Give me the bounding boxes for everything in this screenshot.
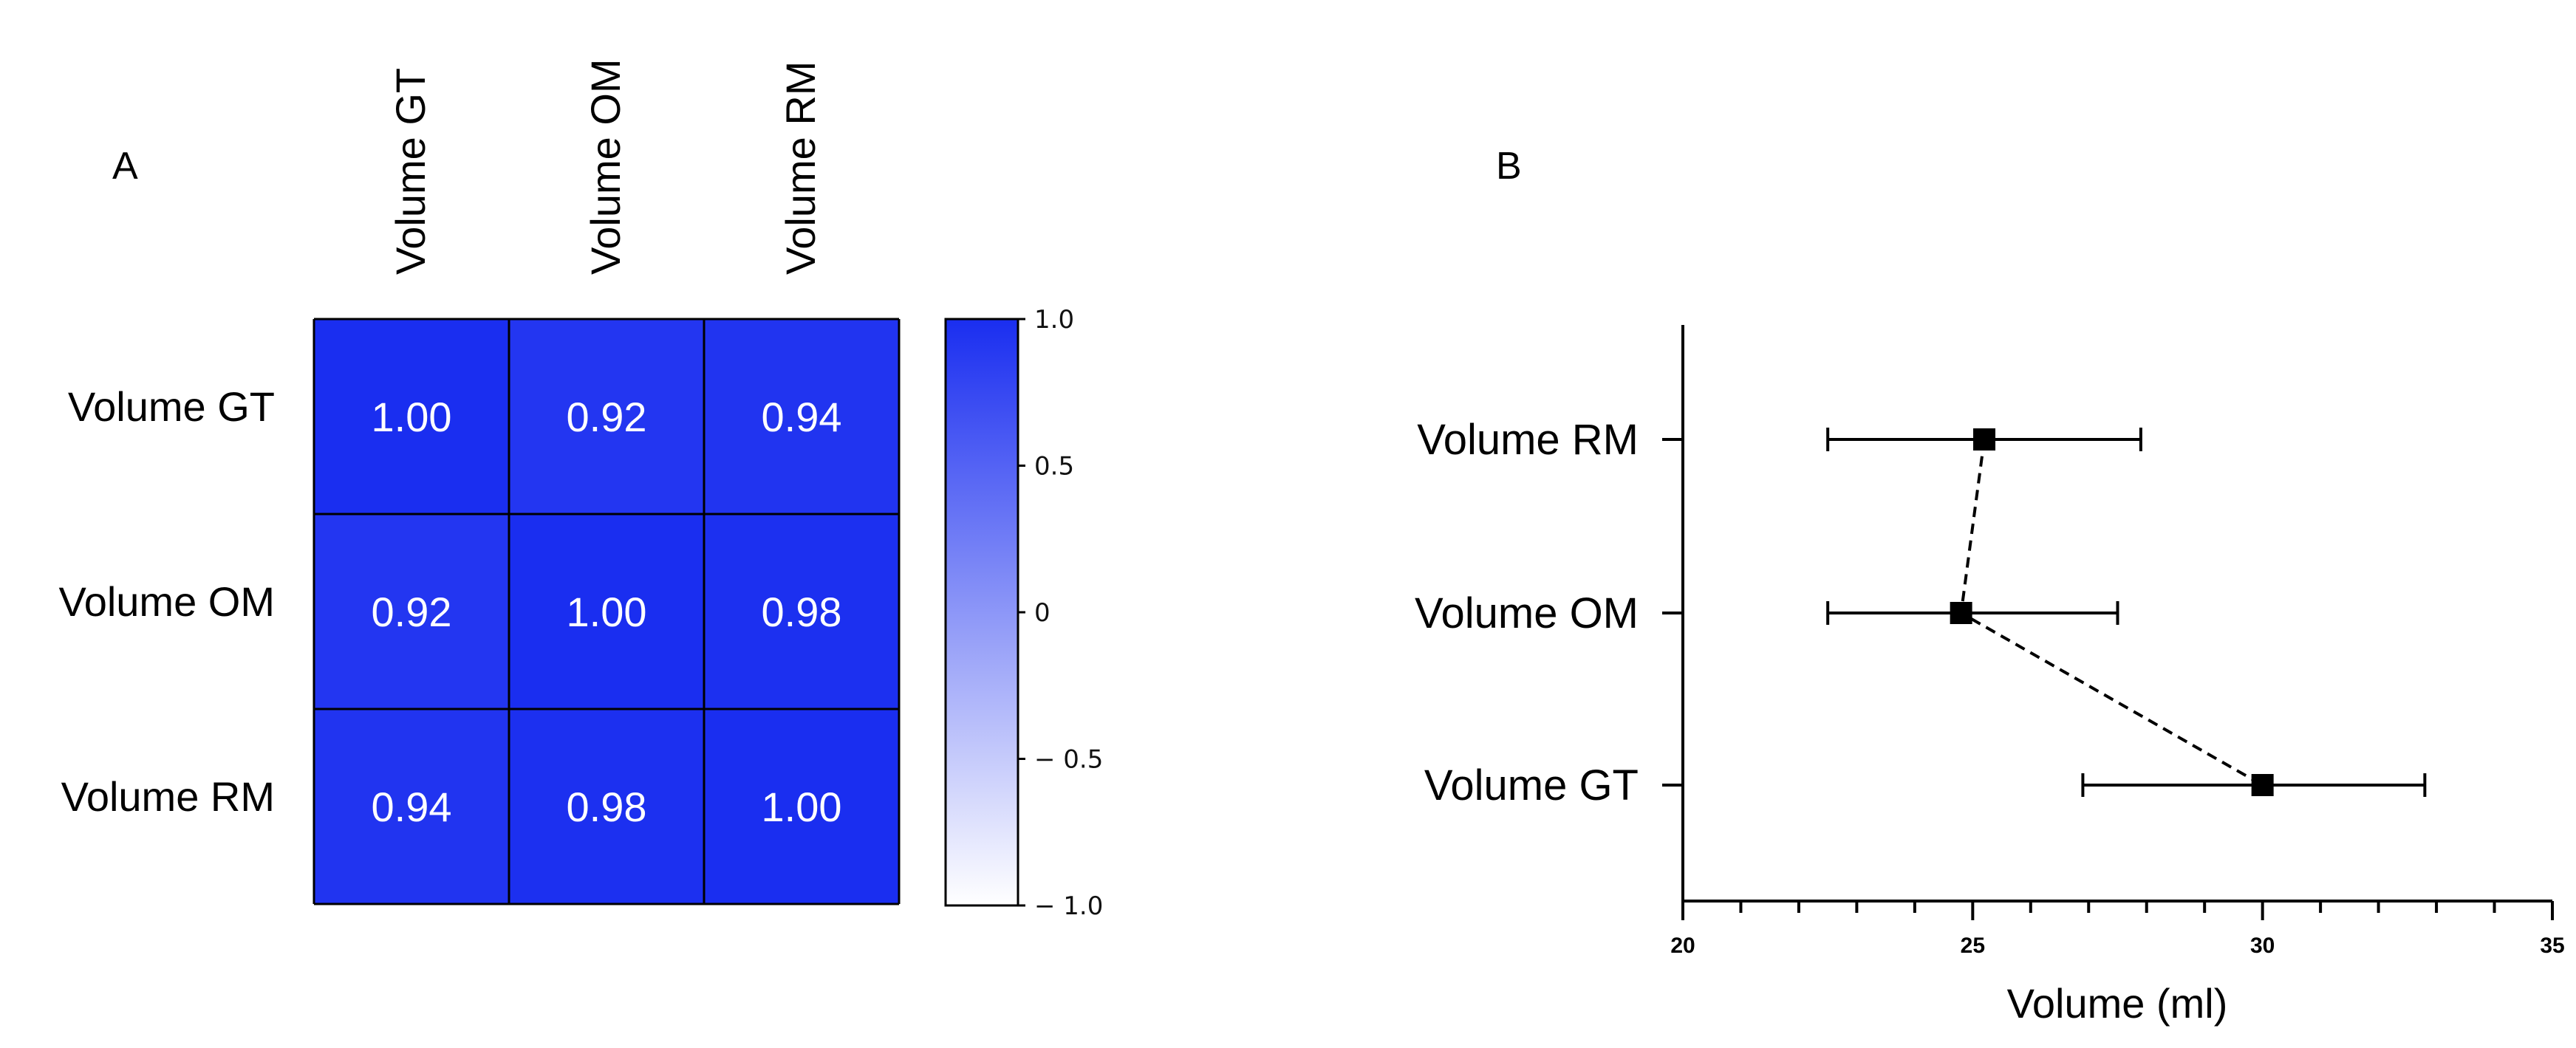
heatmap-cell <box>509 709 704 904</box>
heatmap-row-label: Volume RM <box>61 773 275 820</box>
heatmap-cells <box>314 319 899 904</box>
mean-marker <box>2251 774 2274 796</box>
heatmap-value-label: 1.00 <box>567 589 647 635</box>
x-axis-ticks: 20 25 30 35 <box>1670 901 2565 958</box>
heatmap-value-labels: 1.00 0.92 0.94 0.92 1.00 0.98 0.94 0.98 1.00 <box>372 394 842 830</box>
x-axis-tick-label: 25 <box>1961 934 1985 958</box>
correlation-heatmap: 1.00 0.92 0.94 0.92 1.00 0.98 0.94 0.98 1.00 Vol… <box>58 58 901 905</box>
heatmap-cell <box>314 319 509 514</box>
heatmap-column-label: Volume RM <box>777 61 824 275</box>
heatmap-value-label: 1.00 <box>372 394 452 440</box>
heatmap-cell <box>704 514 899 709</box>
heatmap-value-label: 0.94 <box>372 784 452 830</box>
heatmap-row-labels: Volume GT Volume OM Volume RM <box>58 383 275 820</box>
heatmap-cell <box>314 709 509 904</box>
heatmap-value-label: 1.00 <box>762 784 842 830</box>
heatmap-grid <box>312 318 901 905</box>
y-category-label: Volume GT <box>1424 761 1639 809</box>
heatmap-row-label: Volume OM <box>58 578 275 625</box>
panel-label-b: B <box>1496 145 1522 188</box>
colorbar-tick-label: 1.0 <box>1034 305 1074 335</box>
heatmap-cell <box>704 709 899 904</box>
colorbar-tick-label: 0 <box>1034 598 1050 628</box>
colorbar-tick-label: − 1.0 <box>1034 891 1103 921</box>
error-bars <box>1826 428 2427 797</box>
y-category-label: Volume RM <box>1417 416 1639 464</box>
heatmap-cell <box>509 319 704 514</box>
heatmap-row-label: Volume GT <box>68 383 275 430</box>
colorbar-tick-label: 0.5 <box>1034 452 1074 482</box>
heatmap-value-label: 0.98 <box>567 784 647 830</box>
mean-marker <box>1950 602 1972 624</box>
panel-label-a: A <box>112 145 138 188</box>
colorbar-tick-label: − 0.5 <box>1034 745 1103 775</box>
heatmap-value-label: 0.92 <box>567 394 647 440</box>
volume-dot-plot: 20 25 30 35 Volume RM Volume OM Volume GT Vol… <box>1415 325 2565 1027</box>
heatmap-value-label: 0.98 <box>762 589 842 635</box>
x-axis-tick-label: 20 <box>1670 934 1695 958</box>
x-axis-title: Volume (ml) <box>2007 980 2228 1027</box>
heatmap-value-label: 0.92 <box>372 589 452 635</box>
heatmap-value-label: 0.94 <box>762 394 842 440</box>
x-axis-tick-label: 30 <box>2250 934 2275 958</box>
heatmap-column-label: Volume OM <box>582 58 629 275</box>
mean-markers <box>1950 428 2274 796</box>
colorbar-ticks: 1.0 0.5 0 − 0.5 − 1.0 <box>1018 305 1103 921</box>
mean-marker <box>1973 428 1996 451</box>
heatmap-cell <box>509 514 704 709</box>
y-category-label: Volume OM <box>1415 589 1639 637</box>
x-axis-tick-label: 35 <box>2540 934 2564 958</box>
heatmap-cell <box>314 514 509 709</box>
heatmap-column-label: Volume GT <box>387 68 434 275</box>
colorbar: 1.0 0.5 0 − 0.5 − 1.0 <box>944 305 1103 921</box>
heatmap-column-labels: Volume GT Volume OM Volume RM <box>387 58 824 275</box>
y-category-labels: Volume RM Volume OM Volume GT <box>1415 416 1683 809</box>
colorbar-gradient <box>944 318 1019 907</box>
heatmap-cell <box>704 319 899 514</box>
